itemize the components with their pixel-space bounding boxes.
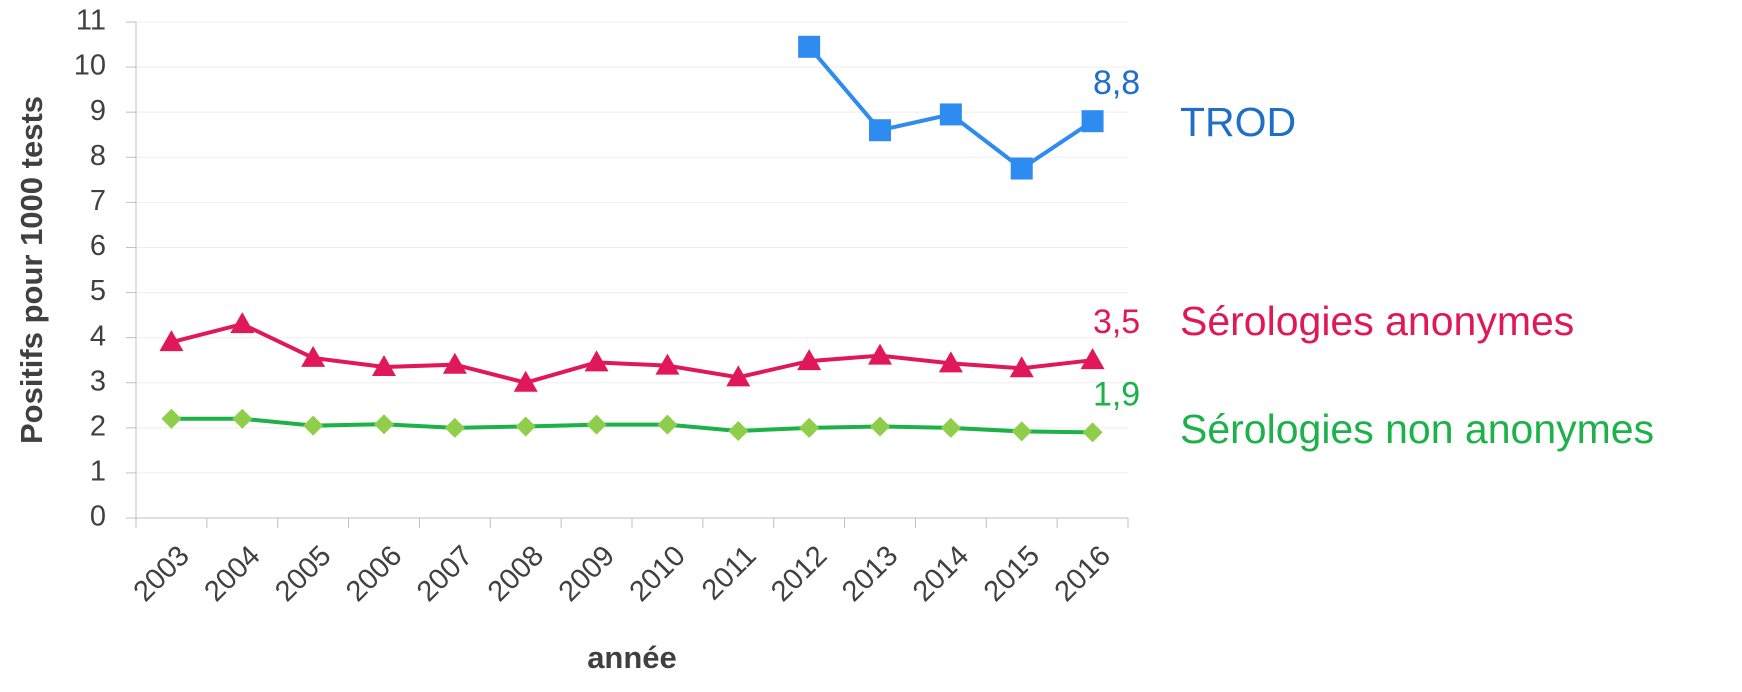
x-tick-label: 2014	[907, 540, 975, 608]
point	[1011, 421, 1032, 442]
point	[869, 119, 891, 142]
point	[799, 417, 820, 438]
y-tick-label: 11	[76, 5, 106, 37]
y-tick-label: 6	[90, 230, 106, 262]
point	[444, 417, 465, 438]
point	[515, 416, 536, 437]
point	[939, 103, 962, 126]
legend-label: Sérologies non anonymes	[1180, 406, 1654, 452]
legend-label: TROD	[1180, 99, 1296, 145]
point	[1010, 157, 1033, 180]
point	[798, 35, 821, 58]
data-label: 8,8	[1093, 64, 1140, 102]
x-tick-label: 2012	[765, 540, 833, 608]
y-tick-label: 9	[90, 95, 106, 127]
point	[161, 408, 182, 429]
y-tick-label: 10	[74, 50, 106, 82]
x-tick-label: 2006	[340, 540, 408, 608]
y-axis-label: Positifs pour 1000 tests	[14, 96, 49, 444]
x-tick-label: 2004	[198, 540, 266, 608]
y-tick-label: 0	[90, 501, 106, 533]
y-tick-label: 1	[90, 456, 106, 488]
y-tick-label: 5	[90, 275, 106, 307]
point	[1080, 348, 1105, 370]
point	[301, 345, 326, 367]
y-tick-label: 4	[90, 320, 106, 352]
x-tick-label: 2008	[482, 540, 550, 608]
point	[728, 420, 749, 441]
point	[303, 415, 324, 436]
point	[938, 351, 963, 373]
x-tick-label: 2003	[128, 540, 196, 608]
point	[657, 414, 678, 435]
point	[372, 354, 396, 376]
point	[797, 349, 822, 371]
point	[513, 370, 538, 392]
x-tick-label: 2013	[836, 540, 904, 608]
legend-label: Sérologies anonymes	[1180, 298, 1574, 344]
point	[586, 414, 607, 435]
point	[584, 350, 609, 372]
y-tick-label: 3	[90, 365, 106, 397]
point	[442, 352, 467, 374]
x-axis-label: année	[587, 640, 677, 675]
point	[870, 416, 890, 437]
series-line	[170, 321, 1093, 385]
point	[232, 408, 253, 429]
y-tick-label: 2	[90, 410, 106, 442]
point	[655, 353, 680, 375]
y-tick-label: 8	[90, 140, 106, 172]
point	[230, 312, 255, 334]
x-tick-label: 2007	[411, 540, 479, 608]
x-tick-label: 2015	[978, 540, 1046, 608]
point	[940, 417, 961, 438]
series-line	[171, 416, 1093, 435]
x-tick-label: 2005	[269, 540, 337, 608]
y-tick-label: 7	[90, 185, 106, 217]
point	[374, 414, 394, 435]
point	[159, 330, 184, 352]
x-tick-label: 2009	[553, 540, 621, 608]
point	[868, 343, 892, 365]
point	[726, 365, 751, 387]
data-label: 3,5	[1093, 303, 1140, 341]
point	[1081, 110, 1104, 133]
data-label: 1,9	[1093, 375, 1140, 413]
x-tick-label: 2011	[696, 540, 763, 607]
point	[1009, 356, 1034, 378]
x-tick-label: 2010	[624, 540, 692, 608]
x-tick-label: 2016	[1049, 540, 1117, 608]
point	[1082, 422, 1103, 443]
